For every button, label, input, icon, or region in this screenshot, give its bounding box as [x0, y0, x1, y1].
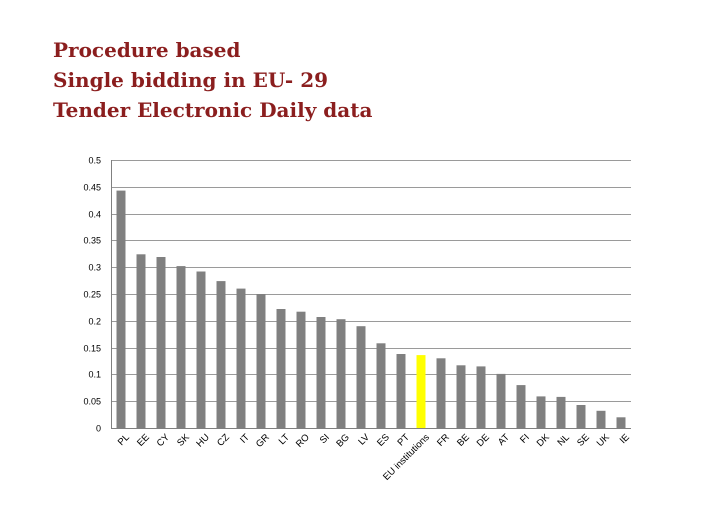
x-category-label: BG — [334, 432, 351, 449]
bar — [536, 396, 546, 428]
y-tick-label: 0.15 — [83, 344, 101, 354]
bar — [116, 190, 126, 428]
bar — [576, 405, 586, 428]
bar — [136, 254, 146, 428]
x-category-label: SI — [318, 432, 332, 446]
x-category-label: LV — [356, 432, 372, 448]
bar — [256, 294, 266, 428]
bar — [476, 366, 486, 428]
x-category-label: HU — [194, 432, 212, 450]
bar — [356, 326, 366, 428]
bar — [336, 319, 346, 428]
y-tick-label: 0.05 — [83, 397, 101, 407]
x-category-label: UK — [595, 432, 613, 450]
bar — [176, 266, 186, 428]
bar — [456, 365, 466, 428]
x-axis — [111, 160, 631, 429]
y-axis-tick-labels: 0 0.05 0.1 0.15 0.2 0.25 0.3 0.35 0.4 0.45 0.5 — [83, 156, 101, 434]
bar — [236, 288, 246, 428]
bar — [556, 396, 566, 428]
y-tick-label: 0 — [96, 424, 101, 434]
y-tick-label: 0.1 — [88, 370, 101, 380]
y-tick-label: 0.25 — [83, 290, 101, 300]
x-category-label: DK — [535, 432, 553, 450]
y-tick-label: 0.35 — [83, 236, 101, 246]
bar — [376, 343, 386, 428]
x-category-label: AT — [496, 432, 512, 448]
x-category-label: LT — [277, 432, 292, 447]
bar — [616, 417, 626, 428]
x-category-label: PL — [116, 432, 132, 448]
y-tick-label: 0.5 — [88, 156, 101, 166]
bar — [436, 358, 446, 428]
title-line-3: Tender Electronic Daily data — [53, 98, 373, 122]
bar — [196, 271, 206, 428]
x-category-label: RO — [294, 432, 312, 450]
x-category-label: FR — [435, 432, 452, 449]
bar — [276, 309, 286, 428]
bar — [156, 257, 166, 428]
x-category-label: ES — [375, 432, 392, 449]
chart-title: Procedure based Single bidding in EU- 29… — [53, 35, 372, 125]
x-category-label: BE — [455, 432, 472, 449]
bar-highlighted — [416, 355, 426, 428]
x-category-label: SE — [575, 432, 592, 449]
y-tick-label: 0.45 — [83, 183, 101, 193]
title-line-2: Single bidding in EU- 29 — [53, 68, 329, 92]
y-tick-label: 0.4 — [88, 210, 101, 220]
gridlines — [111, 160, 631, 402]
bar — [596, 410, 606, 428]
x-category-label: NL — [555, 432, 571, 448]
bar — [216, 281, 226, 428]
x-category-label: SK — [175, 432, 192, 449]
x-category-label: EE — [135, 432, 152, 449]
x-category-label: CY — [155, 432, 173, 450]
bar — [316, 317, 326, 428]
bars — [116, 190, 626, 428]
bar — [396, 354, 406, 428]
y-tick-label: 0.3 — [88, 263, 101, 273]
bar — [496, 373, 506, 428]
y-tick-label: 0.2 — [88, 317, 101, 327]
x-category-label: GR — [254, 432, 272, 450]
x-category-label: DE — [475, 432, 492, 449]
x-category-label: IT — [238, 432, 252, 446]
bar — [296, 311, 306, 428]
title-line-1: Procedure based — [53, 38, 241, 62]
x-category-label: IE — [618, 432, 632, 446]
x-category-label: CZ — [215, 432, 232, 449]
x-category-label: FI — [518, 432, 532, 446]
bar — [516, 385, 526, 428]
